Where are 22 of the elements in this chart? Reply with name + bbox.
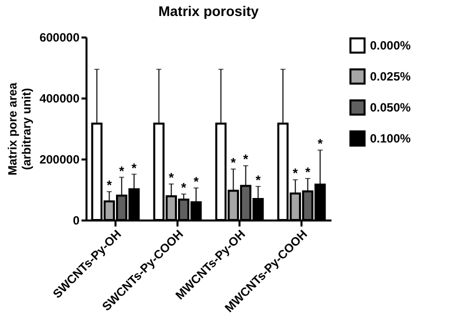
legend-label: 0.025% bbox=[370, 70, 412, 84]
annotation: * bbox=[194, 174, 200, 189]
annotation: * bbox=[243, 152, 250, 167]
annotation: * bbox=[181, 180, 188, 196]
annotation: * bbox=[256, 172, 262, 188]
legend-label: 0.050% bbox=[370, 100, 412, 114]
annotation: * bbox=[119, 163, 126, 178]
legend-label: 0.000% bbox=[370, 38, 412, 52]
y-tick-label: 400000 bbox=[39, 92, 80, 106]
annotation: * bbox=[168, 170, 175, 186]
y-axis-title: Matrix pore area (arbitrary unit) bbox=[5, 82, 34, 176]
annotation: * bbox=[318, 136, 324, 152]
chart-title: Matrix porosity bbox=[158, 3, 259, 19]
annotation: * bbox=[132, 160, 138, 176]
annotation: * bbox=[292, 166, 299, 181]
y-tick-label: 0 bbox=[72, 214, 80, 228]
annotation: * bbox=[305, 164, 312, 180]
annotation: * bbox=[106, 178, 113, 193]
annotation: * bbox=[230, 155, 237, 170]
legend-label: 0.100% bbox=[370, 132, 412, 146]
y-tick-label: 200000 bbox=[39, 152, 80, 166]
y-tick-label: 600000 bbox=[39, 30, 80, 44]
